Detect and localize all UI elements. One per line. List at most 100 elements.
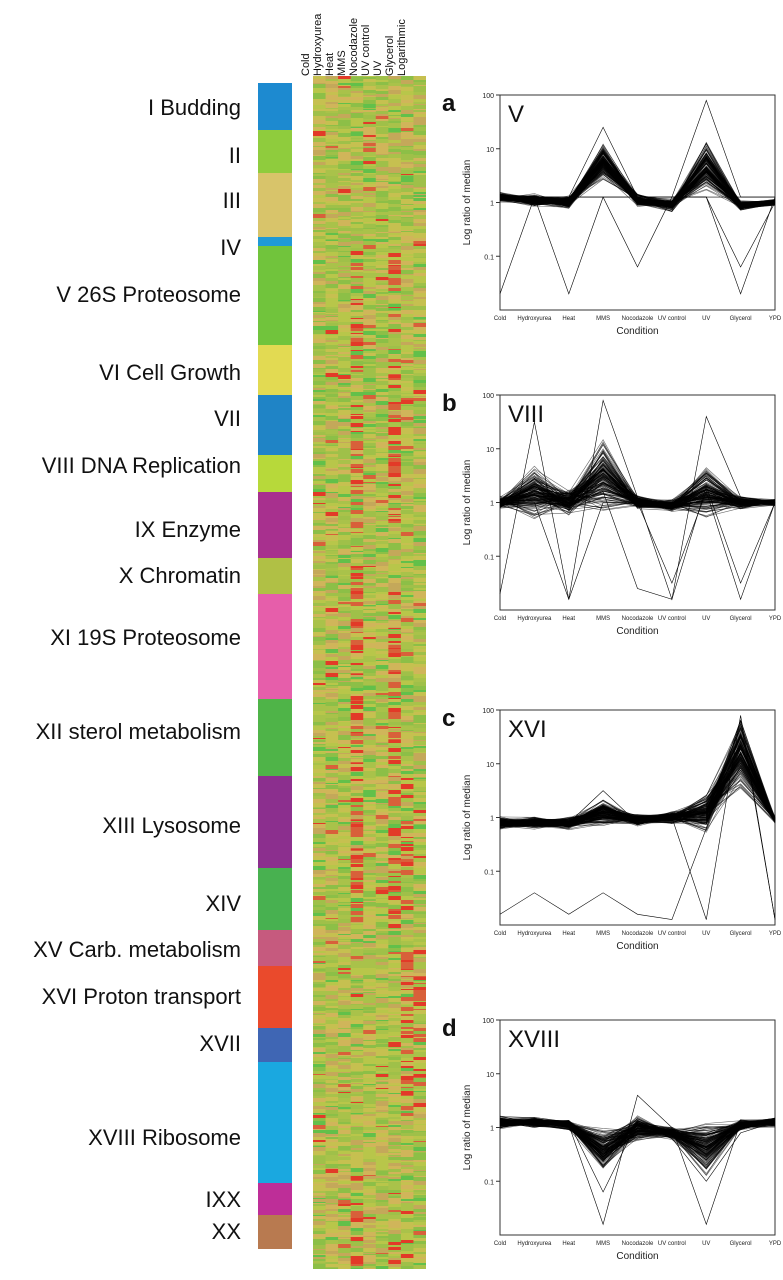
heatmap-cell: [338, 1142, 351, 1146]
heatmap-cell: [363, 806, 377, 810]
heatmap-cell: [375, 1084, 389, 1088]
heatmap-cell: [388, 1093, 402, 1094]
heatmap-cell: [325, 1008, 339, 1010]
heatmap-cell: [400, 241, 414, 243]
heatmap-cell: [325, 783, 339, 784]
heatmap-cell: [350, 685, 364, 688]
heatmap-cell: [338, 393, 351, 396]
heatmap-cell: [363, 841, 377, 844]
heatmap-cell: [400, 1136, 414, 1139]
heatmap-cell: [325, 910, 339, 914]
heatmap-cell: [400, 387, 414, 391]
y-tick-label: 1: [490, 1126, 494, 1133]
heatmap-cell: [400, 556, 414, 559]
heatmap-cell: [388, 806, 402, 808]
heatmap-cell: [313, 312, 326, 313]
heatmap-cell: [325, 1130, 339, 1134]
heatmap-cell: [413, 427, 426, 428]
heatmap-cell: [325, 1092, 339, 1094]
heatmap-cell: [400, 791, 414, 793]
heatmap-cell: [313, 935, 326, 937]
heatmap-cell: [325, 1042, 339, 1045]
cluster-color-bar-5: [258, 246, 292, 345]
heatmap-cell: [325, 229, 339, 233]
heatmap-cell: [388, 860, 402, 864]
heatmap-cell: [388, 864, 402, 868]
heatmap-cell: [375, 621, 389, 623]
heatmap-cell: [400, 657, 414, 660]
heatmap-cell: [363, 502, 377, 506]
heatmap-cell: [350, 981, 364, 983]
heatmap-cell: [375, 1221, 389, 1225]
heatmap-cell: [325, 210, 339, 213]
heatmap-cell: [350, 747, 364, 750]
heatmap-cell: [313, 319, 326, 321]
heatmap-cell: [388, 747, 402, 748]
heatmap-cell: [313, 730, 326, 733]
heatmap-cell: [363, 403, 377, 406]
heatmap-cell: [313, 674, 326, 675]
heatmap-cell: [363, 1005, 377, 1007]
heatmap-cell: [413, 267, 426, 270]
heatmap-cell: [413, 601, 426, 603]
heatmap-cell: [375, 1257, 389, 1259]
heatmap-cell: [400, 1254, 414, 1258]
heatmap-cell: [325, 420, 339, 421]
heatmap-cell: [388, 329, 402, 332]
heatmap-cell: [375, 752, 389, 756]
heatmap-cell: [388, 375, 402, 376]
heatmap-cell: [350, 885, 364, 889]
heatmap-cell: [400, 609, 414, 611]
heatmap-cell: [325, 252, 339, 256]
heatmap-cell: [375, 702, 389, 703]
heatmap-cell: [388, 1204, 402, 1207]
heatmap-cell: [413, 1057, 426, 1060]
outlier-line: [500, 490, 776, 601]
heatmap-cell: [388, 516, 402, 517]
heatmap-cell: [375, 870, 389, 873]
heatmap-cell: [325, 539, 339, 541]
heatmap-cell: [313, 1118, 326, 1121]
heatmap-cell: [338, 129, 351, 133]
heatmap-cell: [400, 514, 414, 518]
heatmap-cell: [375, 544, 389, 548]
heatmap-cell: [338, 340, 351, 344]
heatmap-cell: [338, 114, 351, 115]
heatmap-cell: [413, 478, 426, 479]
heatmap-cell: [388, 948, 402, 951]
heatmap-cell: [400, 920, 414, 924]
heatmap-cell: [413, 472, 426, 473]
heatmap-cell: [400, 1185, 414, 1189]
heatmap-cell: [325, 1254, 339, 1256]
heatmap-cell: [413, 105, 426, 109]
heatmap-cell: [413, 137, 426, 139]
heatmap-cell: [413, 963, 426, 966]
heatmap-cell: [325, 667, 339, 669]
heatmap-cell: [350, 568, 364, 570]
heatmap-cell: [413, 1038, 426, 1042]
heatmap-cell: [350, 1176, 364, 1180]
heatmap-cell: [400, 524, 414, 527]
heatmap-cell: [313, 926, 326, 929]
heatmap-cell: [413, 560, 426, 563]
heatmap-cell: [400, 543, 414, 545]
heatmap-cell: [350, 1027, 364, 1029]
heatmap-cell: [375, 1227, 389, 1229]
x-tick-label: Glycerol: [730, 316, 752, 322]
heatmap-cell: [338, 1065, 351, 1069]
heatmap-cell: [338, 354, 351, 356]
heatmap-cell: [338, 652, 351, 656]
heatmap-cell: [388, 955, 402, 958]
heatmap-cell: [325, 313, 339, 314]
heatmap-cell: [325, 590, 339, 593]
heatmap-cell: [413, 1034, 426, 1036]
heatmap-cell: [350, 739, 364, 740]
heatmap-cell: [413, 858, 426, 862]
heatmap-cell: [375, 268, 389, 270]
heatmap-cell: [363, 885, 377, 888]
heatmap-cell: [325, 976, 339, 980]
heatmap-cell: [375, 614, 389, 616]
heatmap-cell: [363, 282, 377, 284]
heatmap-cell: [350, 585, 364, 587]
heatmap-cell: [313, 1198, 326, 1199]
